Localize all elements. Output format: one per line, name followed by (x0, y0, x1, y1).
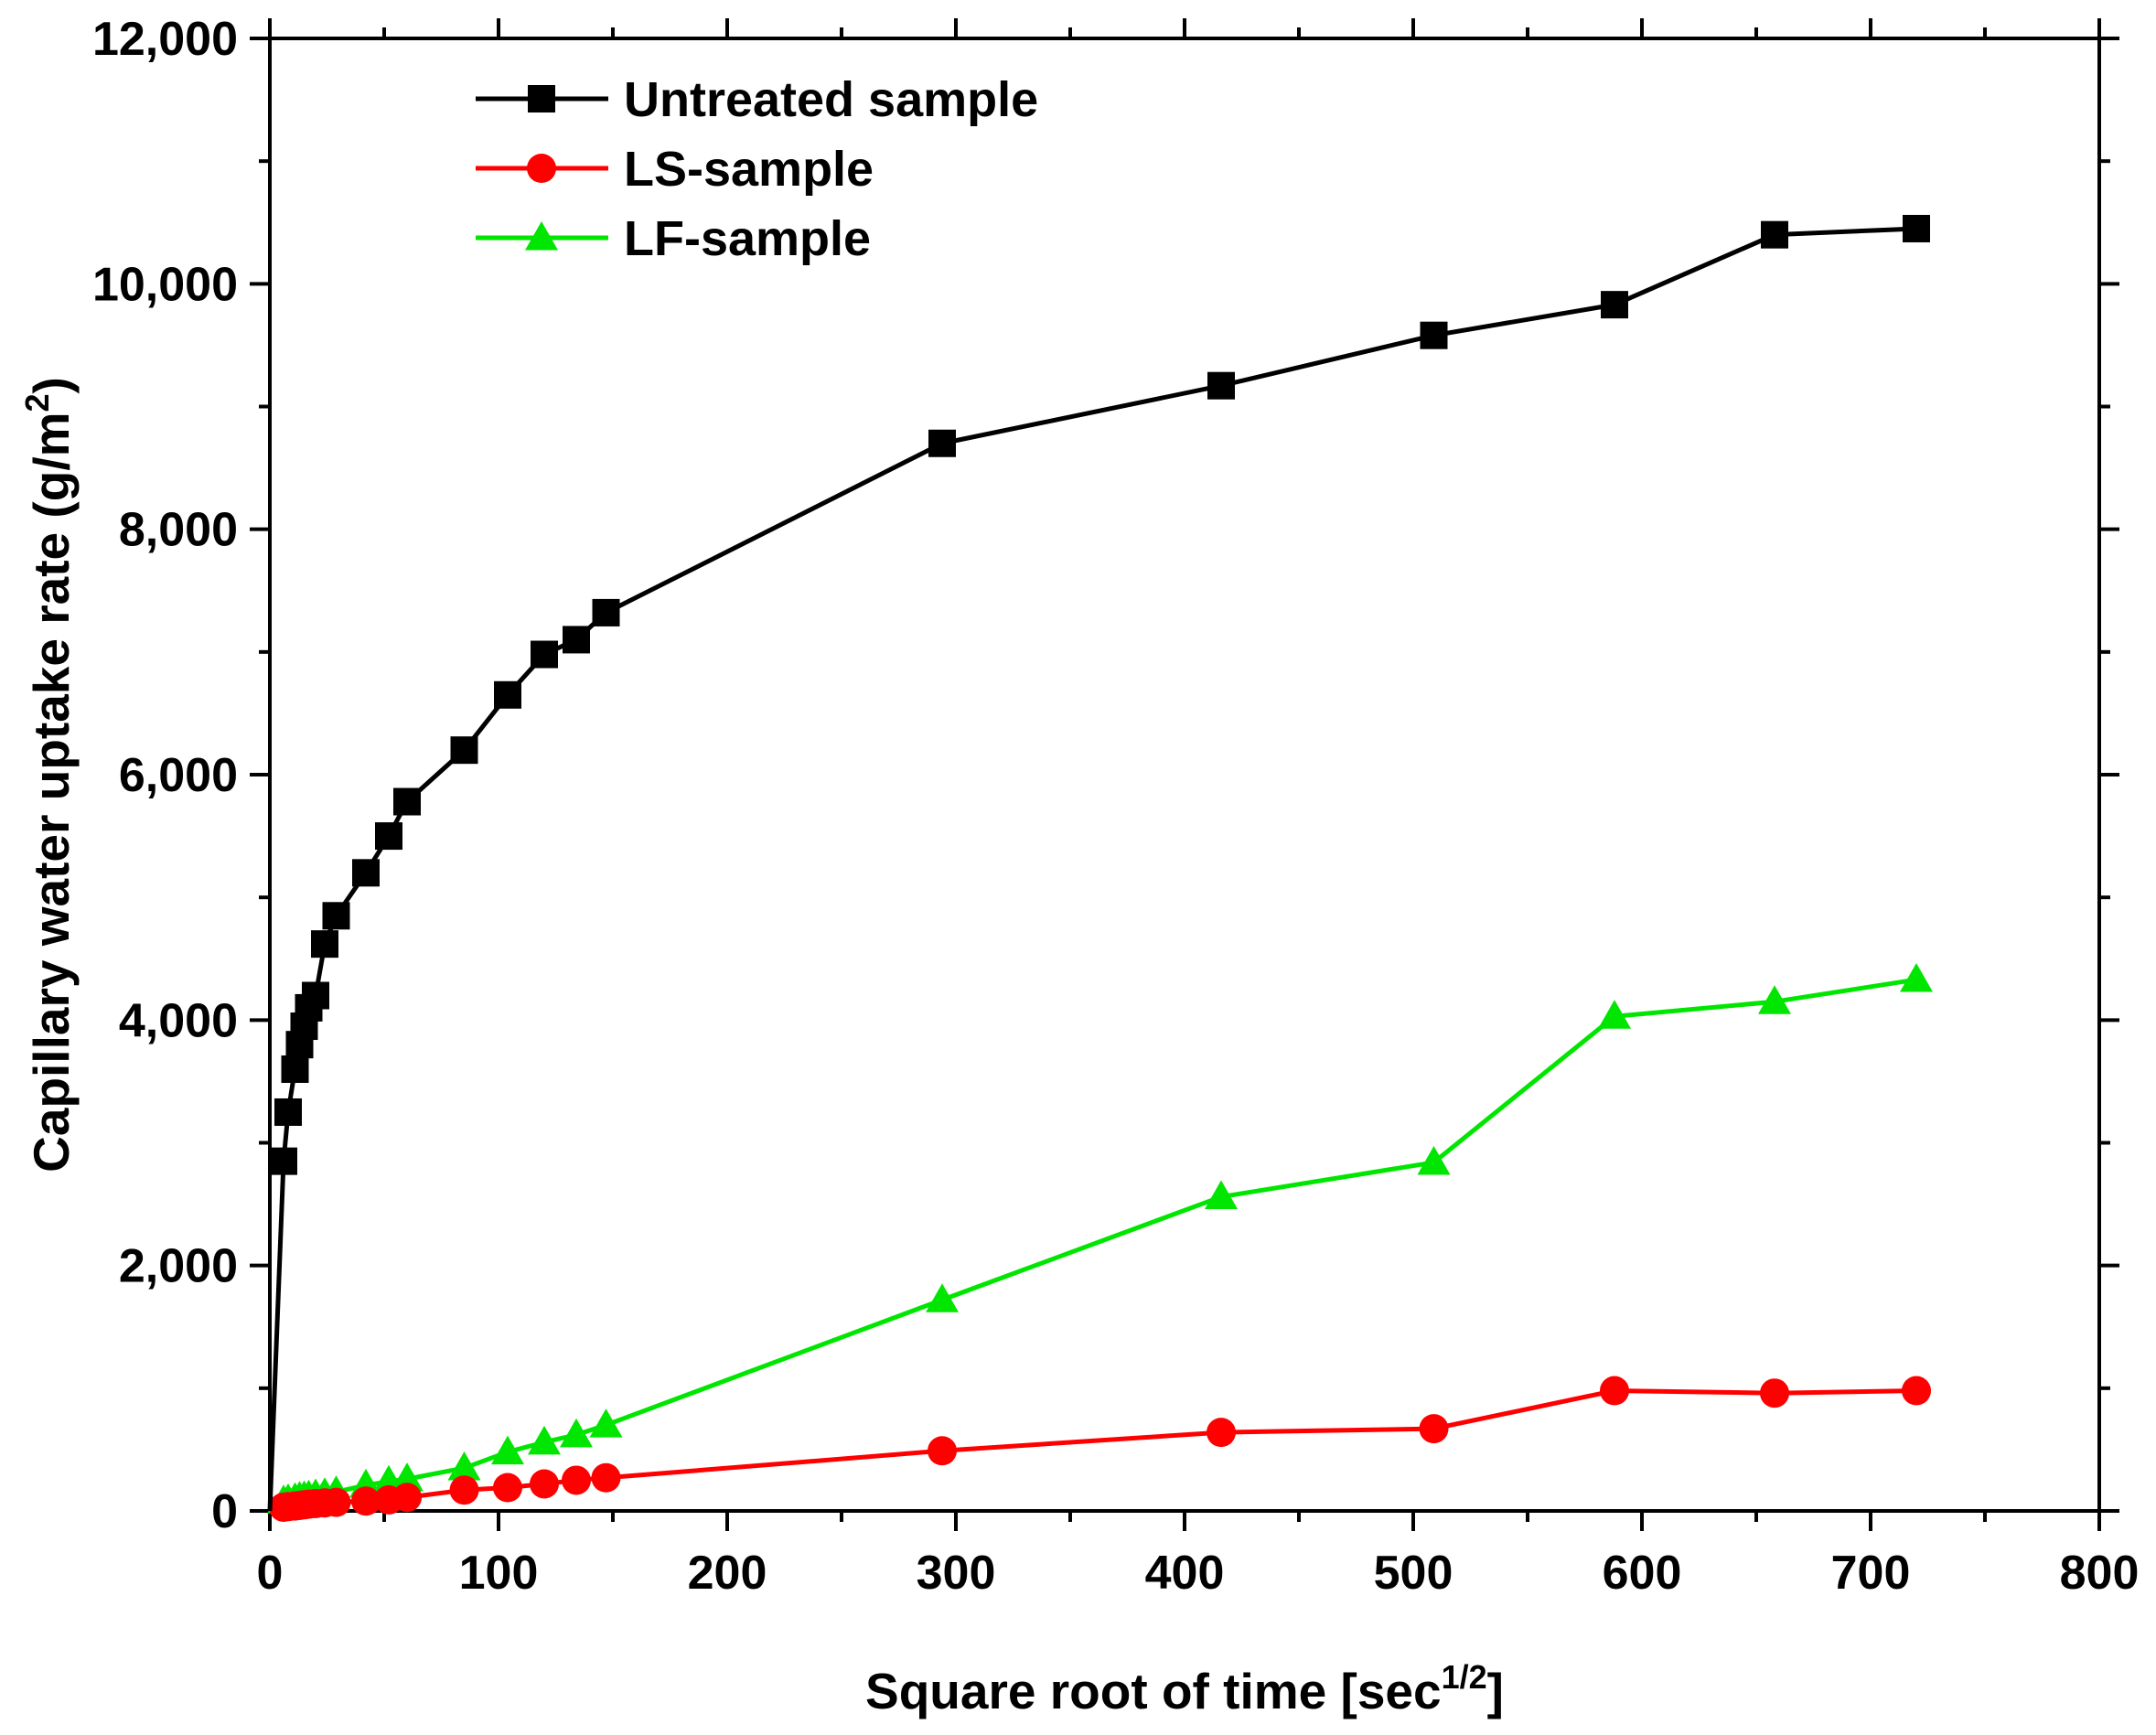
data-point (352, 859, 380, 887)
y-tick-label: 8,000 (119, 504, 238, 557)
x-tick-label: 500 (1374, 1547, 1453, 1600)
data-point (392, 1483, 422, 1513)
y-axis-title-suffix: ) (23, 377, 80, 393)
data-point (531, 640, 558, 669)
data-point (321, 1487, 351, 1517)
x-tick-label: 400 (1145, 1547, 1225, 1600)
x-tick-label: 300 (917, 1547, 996, 1600)
data-point (493, 1473, 522, 1503)
data-point (1600, 1376, 1629, 1406)
series-circle (269, 1376, 1931, 1522)
series-layer (267, 214, 1933, 1522)
data-point (1601, 291, 1628, 319)
data-point (589, 1408, 623, 1438)
series-triangle (267, 963, 1933, 1514)
y-tick-label: 10,000 (92, 258, 238, 311)
data-point (591, 1462, 621, 1493)
data-point (1207, 371, 1235, 400)
data-point (563, 626, 590, 654)
data-point (560, 1418, 593, 1448)
y-tick-label: 4,000 (119, 994, 238, 1047)
data-point (375, 822, 402, 851)
data-point (1900, 963, 1933, 992)
data-point (528, 1425, 561, 1455)
data-point (1758, 985, 1791, 1014)
legend-label: LF-sample (624, 211, 871, 266)
legend-marker (528, 85, 555, 112)
series-square (267, 214, 1930, 1512)
data-point (928, 1436, 957, 1466)
data-point (447, 1451, 481, 1481)
legend-entry: LF-sample (476, 211, 871, 266)
x-tick-label: 100 (459, 1547, 539, 1600)
data-point (928, 429, 956, 457)
x-tick-label: 700 (1831, 1547, 1911, 1600)
y-axis-title-sup: 2 (18, 393, 56, 412)
legend-entry: LS-sample (476, 142, 874, 197)
legend-label: LS-sample (624, 142, 874, 197)
data-point (274, 1098, 302, 1126)
y-axis-title: Capillary water uptake rate (g/m2) (18, 377, 80, 1173)
x-tick-label: 200 (688, 1547, 767, 1600)
data-point (530, 1469, 559, 1499)
legend-marker (525, 221, 558, 251)
data-point (1903, 214, 1930, 242)
data-point (322, 902, 350, 930)
data-point (393, 787, 421, 816)
y-axis-title-text: Capillary water uptake rate (g/m (23, 412, 80, 1172)
x-axis-title-sup: 1/2 (1442, 1658, 1487, 1696)
y-tick-label: 12,000 (92, 13, 238, 66)
legend-label: Untreated sample (624, 72, 1038, 127)
legend: Untreated sample LS-sample LF-sample (476, 72, 1038, 266)
data-point (270, 1147, 297, 1175)
data-point (1417, 1145, 1451, 1175)
axes: 0 100 200 300 400 500 600 700 800 0 2,000 4,000 6,00… (18, 13, 2139, 1719)
data-point (351, 1486, 381, 1516)
data-point (281, 1055, 309, 1083)
data-point (449, 1475, 479, 1505)
y-tick-label: 6,000 (119, 749, 238, 802)
data-point (1420, 321, 1448, 349)
data-point (491, 1435, 524, 1465)
data-point (302, 981, 329, 1010)
data-point (1205, 1180, 1238, 1210)
data-point (450, 736, 478, 765)
x-axis-title-suffix: ] (1487, 1663, 1504, 1719)
data-point (1761, 220, 1788, 249)
x-axis-title-text: Square root of time [sec (865, 1663, 1442, 1719)
x-axis-title: Square root of time [sec1/2] (865, 1658, 1504, 1719)
data-point (1598, 1000, 1631, 1029)
data-point (592, 598, 620, 627)
series-line (267, 226, 1917, 1512)
data-point (562, 1465, 591, 1495)
data-point (1207, 1418, 1236, 1448)
data-point (1419, 1414, 1449, 1444)
data-point (311, 930, 338, 959)
data-point (1760, 1378, 1789, 1408)
data-point (1902, 1376, 1931, 1406)
data-point (391, 1462, 424, 1492)
x-tick-label: 0 (257, 1547, 284, 1600)
x-tick-label: 600 (1603, 1547, 1682, 1600)
y-tick-label: 2,000 (119, 1240, 238, 1293)
legend-marker (527, 154, 556, 183)
y-tick-label: 0 (211, 1485, 238, 1538)
x-tick-label: 800 (2060, 1547, 2140, 1600)
data-point (494, 680, 521, 709)
legend-entry: Untreated sample (476, 72, 1038, 127)
plot-frame (268, 37, 2101, 1513)
series-line (268, 977, 1917, 1514)
data-point (926, 1283, 959, 1312)
